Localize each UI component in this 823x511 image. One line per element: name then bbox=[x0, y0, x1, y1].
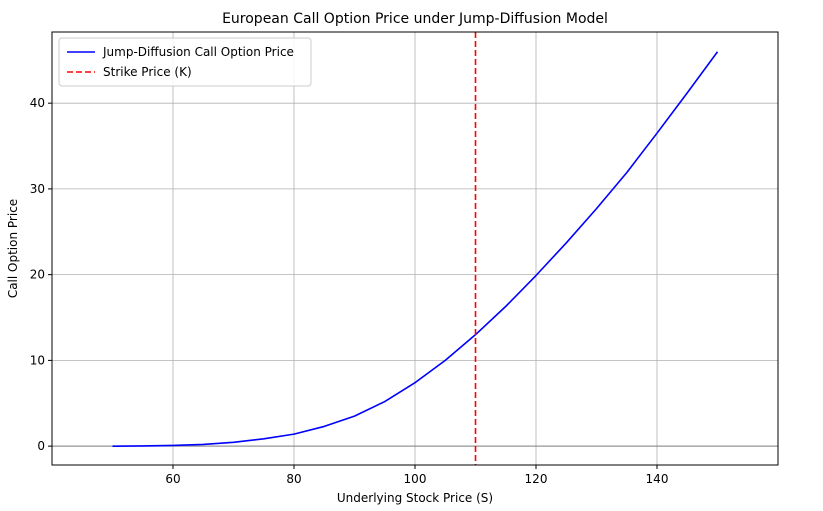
x-tick-label: 120 bbox=[525, 472, 548, 486]
series-line-jump-diffusion bbox=[112, 51, 719, 447]
y-tick-label: 30 bbox=[30, 182, 45, 196]
legend: Jump-Diffusion Call Option Price Strike P… bbox=[58, 37, 312, 87]
x-axis-label: Underlying Stock Price (S) bbox=[337, 491, 493, 505]
y-tick-label: 0 bbox=[37, 439, 45, 453]
x-tick-label: 80 bbox=[286, 472, 301, 486]
y-axis-ticks: 0 10 20 30 40 bbox=[30, 96, 52, 453]
x-tick-label: 100 bbox=[404, 472, 427, 486]
legend-box bbox=[58, 37, 312, 87]
y-tick-label: 20 bbox=[30, 268, 45, 282]
chart-title: European Call Option Price under Jump-Di… bbox=[222, 11, 608, 27]
x-tick-label: 60 bbox=[165, 472, 180, 486]
legend-label: Strike Price (K) bbox=[103, 65, 192, 79]
x-axis-ticks: 60 80 100 120 140 bbox=[165, 465, 668, 486]
y-tick-label: 10 bbox=[30, 353, 45, 367]
y-tick-label: 40 bbox=[30, 96, 45, 110]
legend-label: Jump-Diffusion Call Option Price bbox=[102, 45, 294, 59]
x-tick-label: 140 bbox=[646, 472, 669, 486]
series-group bbox=[112, 51, 719, 447]
grid bbox=[52, 32, 778, 465]
y-axis-label: Call Option Price bbox=[6, 199, 20, 298]
